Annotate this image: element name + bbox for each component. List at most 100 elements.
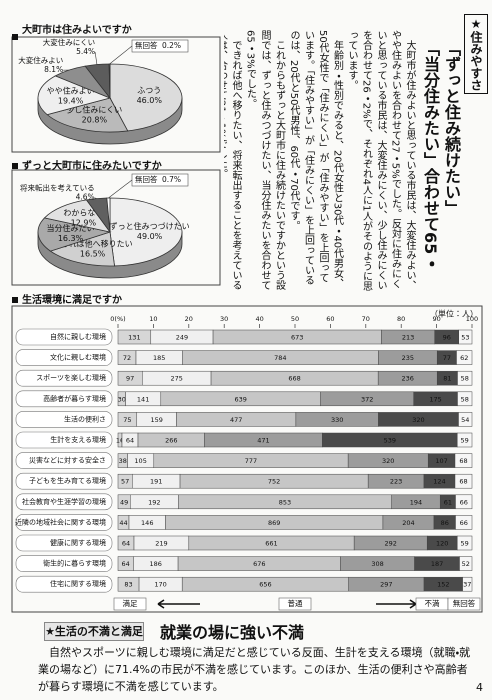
bar-value-label: 61	[444, 498, 452, 506]
bar-value-label: 213	[402, 334, 414, 342]
bar-value-label: 75	[123, 416, 131, 424]
arrow-right	[376, 599, 417, 609]
leader-line	[108, 179, 133, 199]
category-label: 社会教育や生涯学習の環境	[22, 497, 106, 506]
x-tick-label: 70	[362, 315, 370, 323]
bar-value-label: 120	[436, 540, 448, 548]
paragraph: 年齢別・性別でみると、20代女性と30代・40代男女、50代女性で「住みにくい」…	[288, 30, 343, 289]
bar-value-label: 223	[390, 478, 402, 486]
bar-segment	[455, 515, 473, 530]
bar-value-label: 64	[126, 437, 134, 445]
bar-value-label: 219	[155, 540, 167, 548]
bar-value-label: 44	[119, 519, 127, 527]
bar-value-label: 152	[437, 581, 449, 589]
slice-value: 49.0%	[137, 232, 163, 241]
category-box	[15, 431, 113, 449]
pie-frame	[11, 36, 221, 153]
bar-value-label: 58	[461, 375, 469, 383]
slice-label: やや住みよい	[47, 86, 95, 96]
bar-value-label: 320	[412, 416, 424, 424]
bar-value-label: 673	[291, 334, 303, 342]
category-label: スポーツを楽しむ環境	[36, 373, 106, 382]
paragraph: 大町市が住みよいと思っている市民は、大変住みよい、やや住みよいを合わせて27・5…	[346, 30, 415, 292]
category-box	[15, 493, 113, 511]
category-label: 住宅に関する環境	[50, 579, 106, 588]
bar-value-label: 38	[119, 457, 127, 465]
bar-value-label: 869	[268, 519, 280, 527]
bar-value-label: 96	[443, 334, 451, 342]
footer-tag: ★生活の不満と満足	[44, 622, 144, 641]
bar-value-label: 52	[462, 560, 470, 568]
category-box	[15, 575, 113, 593]
category-box	[15, 390, 113, 408]
leader-line	[94, 197, 97, 199]
bar-value-label: 639	[235, 395, 247, 403]
legend-label: 無回答	[453, 598, 476, 608]
bar-value-label: 175	[429, 395, 441, 403]
category-box	[15, 472, 113, 490]
bar-value-label: 59	[460, 540, 468, 548]
slice-value: 4.6%	[76, 193, 95, 202]
bar-frame	[11, 305, 483, 613]
arrow-left	[157, 599, 200, 609]
category-label: 生活の便利さ	[64, 414, 106, 423]
leader-line	[94, 52, 98, 65]
bar-value-label: 53	[461, 334, 469, 342]
bar-value-label: 236	[401, 375, 413, 383]
category-box	[15, 369, 113, 387]
slice-value: 0.2%	[162, 41, 181, 50]
bar-value-label: 66	[460, 519, 468, 527]
pie-frame	[11, 169, 221, 286]
bar-value-label: 656	[259, 581, 271, 589]
slice-label: 当分住みたい	[47, 223, 95, 233]
bar-value-label: 235	[402, 354, 414, 362]
category-label: 文化に親しむ環境	[50, 353, 106, 362]
slice-value: 19.4%	[58, 97, 84, 106]
bar-value-label: 64	[122, 540, 130, 548]
page-number: 4	[476, 681, 483, 694]
x-tick-label: 40	[255, 315, 263, 323]
x-tick-label: 20	[185, 315, 193, 323]
pie-slice	[106, 197, 111, 233]
slice-value: 8.1%	[44, 65, 63, 74]
bar-value-label: 49	[120, 498, 128, 506]
bar-segment	[458, 412, 473, 427]
slice-value: 16.5%	[80, 249, 106, 258]
bar-value-label: 320	[382, 457, 394, 465]
slice-label: 大変住みよい	[18, 55, 63, 65]
bullet	[12, 163, 18, 169]
bullet	[12, 34, 18, 40]
bar-value-label: 68	[459, 457, 467, 465]
slice-label: 無回答	[135, 40, 158, 50]
legend-box	[278, 597, 312, 611]
bar-value-label: 37	[463, 581, 471, 589]
bar-segment	[456, 535, 473, 551]
category-label: 子どもを生み育てる環境	[29, 476, 106, 485]
paragraph: これからもずっと大町市に住み続けたいですかという設問では、ずっと住みつづけたい、…	[244, 30, 285, 290]
bar-value-label: 275	[170, 375, 182, 383]
bar-segment	[459, 556, 473, 571]
bar-value-label: 58	[461, 395, 469, 403]
x-tick-label: 50	[291, 315, 299, 323]
bar-value-label: 97	[126, 375, 134, 383]
bar-value-label: 853	[279, 498, 291, 506]
category-label: 災害などに対する安全さ	[29, 456, 106, 465]
bar-segment	[455, 494, 473, 510]
bar-value-label: 77	[443, 354, 451, 362]
bullet	[12, 297, 18, 303]
bar-value-label: 784	[274, 354, 286, 362]
pie-slice	[109, 197, 183, 267]
bar-value-label: 131	[128, 334, 140, 342]
section-body: 大町市が住みよいと思っている市民は、大変住みよい、やや住みよいを合わせて27・5…	[224, 30, 416, 292]
slice-label: わからない	[63, 209, 103, 218]
bar-value-label: 64	[122, 560, 130, 568]
headline-line: 「当分住みたい」合わせて65・3%	[421, 40, 440, 271]
bar-value-label: 105	[134, 457, 146, 465]
bar-value-label: 539	[384, 437, 396, 445]
slice-value: 5.4%	[76, 47, 95, 56]
bar-value-label: 477	[230, 416, 242, 424]
slice-label: 大変住みにくい	[43, 37, 95, 47]
footer-headline: 就業の場に強い不満	[160, 623, 305, 642]
